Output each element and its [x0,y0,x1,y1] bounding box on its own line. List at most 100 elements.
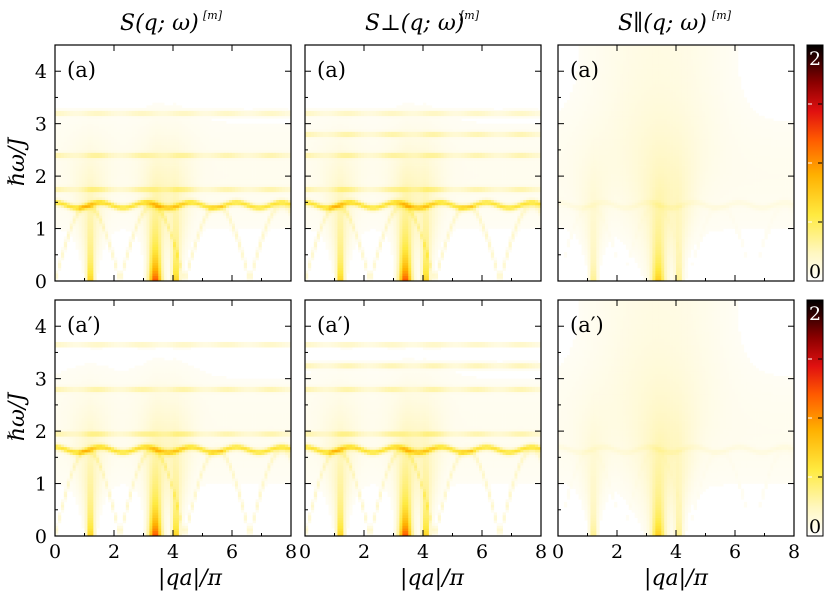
heatmap-cell [273,168,277,172]
heatmap-cell [161,275,165,279]
heatmap-cell [84,223,88,227]
heatmap-cell [258,178,262,182]
heatmap-cell [131,220,135,224]
heatmap-cell [208,149,212,153]
heatmap-cell [140,218,144,221]
heatmap-cell [443,239,447,242]
heatmap-cell [137,128,141,132]
heatmap-cell [243,152,248,156]
heatmap-cell [226,139,230,143]
heatmap-cell [167,128,171,132]
heatmap-cell [96,126,100,130]
heatmap-cell [358,231,362,235]
heatmap-cell [55,147,59,151]
heatmap-cell [81,225,85,229]
heatmap-cell [146,191,150,195]
heatmap-cell [175,123,180,127]
heatmap-cell [155,186,159,190]
heatmap-cell [273,155,277,159]
heatmap-cell [131,110,135,114]
heatmap-cell [125,218,130,221]
heatmap-cell [208,215,212,219]
heatmap-cell [393,275,397,279]
heatmap-cell [199,157,203,161]
heatmap-cell [164,202,168,206]
heatmap-cell [78,136,82,140]
panel-1-heatmap [55,102,292,282]
heatmap-cell [75,228,79,232]
heatmap-cell [146,149,150,153]
heatmap-cell [402,262,406,266]
heatmap-cell [211,183,215,187]
heatmap-cell [143,249,147,253]
heatmap-cell [208,199,212,203]
heatmap-cell [331,257,335,261]
heatmap-cell [217,134,221,138]
heatmap-cell [288,128,292,132]
heatmap-cell [267,128,271,132]
heatmap-cell [249,126,253,130]
heatmap-cell [158,149,162,153]
heatmap-cell [102,186,106,190]
heatmap-cell [190,199,194,203]
heatmap-cell [214,168,218,172]
heatmap-cell [196,107,200,111]
heatmap-cell [211,168,215,172]
heatmap-cell [78,126,82,130]
heatmap-cell [87,246,91,250]
heatmap-cell [226,149,230,153]
heatmap-cell [411,239,415,242]
heatmap-cell [114,149,118,153]
heatmap-cell [234,176,239,180]
heatmap-cell [343,260,347,263]
heatmap-cell [72,220,76,224]
heatmap-cell [155,204,159,208]
heatmap-cell [96,107,100,111]
heatmap-cell [246,273,250,277]
heatmap-cell [229,155,233,159]
heatmap-cell [131,215,135,219]
column-title-2-sup: [m] [460,9,480,22]
heatmap-cell [258,115,262,119]
heatmap-cell [205,220,209,224]
heatmap-cell [199,176,203,180]
heatmap-cell [261,236,265,240]
heatmap-cell [343,236,347,240]
heatmap-cell [234,199,239,203]
heatmap-cell [134,165,138,169]
heatmap-cell [255,202,259,206]
heatmap-cell [243,165,248,169]
heatmap-cell [237,194,242,198]
heatmap-cell [57,220,62,224]
heatmap-cell [279,163,283,166]
heatmap-cell [234,134,239,138]
heatmap-cell [420,246,424,250]
heatmap-cell [114,107,118,111]
heatmap-cell [399,270,403,274]
heatmap-cell [196,231,200,235]
heatmap-cell [205,157,209,161]
heatmap-cell [288,113,292,117]
heatmap-cell [181,160,186,164]
heatmap-cell [243,155,248,159]
heatmap-cell [229,220,233,224]
heatmap-cell [234,178,239,182]
heatmap-cell [199,173,203,177]
heatmap-cell [111,186,115,190]
heatmap-cell [343,228,347,232]
heatmap-cell [167,121,171,124]
heatmap-cell [178,173,183,177]
heatmap-cell [66,157,71,161]
heatmap-cell [196,136,200,140]
heatmap-cell [437,257,441,261]
heatmap-cell [434,241,439,245]
heatmap-cell [90,197,94,201]
heatmap-cell [167,170,171,174]
heatmap-cell [249,168,253,172]
heatmap-cell [434,249,439,253]
heatmap-cell [255,155,259,159]
heatmap-cell [87,165,91,169]
heatmap-cell [355,236,359,240]
heatmap-cell [208,165,212,169]
heatmap-cell [111,218,115,221]
